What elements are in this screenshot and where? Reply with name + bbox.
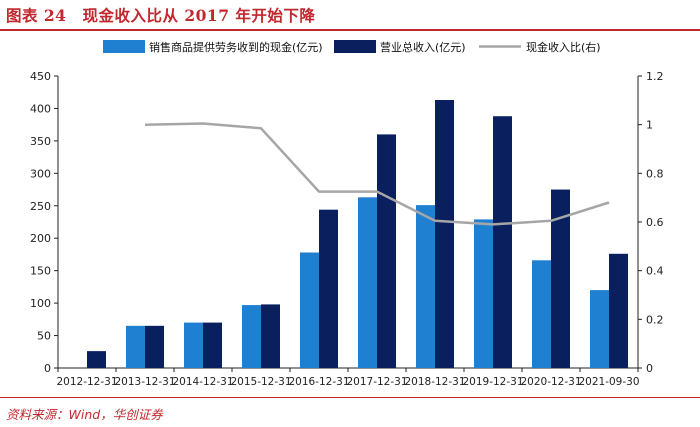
bar-revenue: [261, 304, 280, 368]
y-left-tick-label: 350: [30, 135, 51, 148]
y-right-tick-label: 0.6: [646, 216, 664, 229]
bar-cash: [590, 290, 609, 368]
y-left-tick-label: 250: [30, 200, 51, 213]
bar-revenue: [493, 116, 512, 368]
chart-title: 图表 24 现金收入比从 2017 年开始下降: [6, 6, 316, 25]
bar-cash: [126, 325, 145, 368]
x-tick-label: 2013-12-31: [114, 376, 175, 388]
y-left-tick-label: 50: [37, 330, 51, 343]
bar-revenue: [435, 100, 454, 369]
x-tick-label: 2018-12-31: [404, 376, 465, 388]
bar-revenue: [319, 209, 338, 368]
y-right-tick-label: 0.8: [646, 167, 664, 180]
x-tick-label: 2012-12-31: [56, 376, 117, 388]
x-tick-label: 2016-12-31: [288, 376, 349, 388]
legend-swatch-cash: [103, 40, 145, 53]
ratio-line-layer: [144, 122, 610, 226]
y-left-tick-label: 100: [30, 297, 51, 310]
source-note: 资料来源：Wind，华创证券: [6, 407, 163, 422]
y-left-tick-label: 300: [30, 167, 51, 180]
bar-revenue: [551, 189, 570, 368]
y-right-tick-label: 0: [646, 362, 653, 375]
legend-label-cash: 销售商品提供劳务收到的现金(亿元): [149, 40, 323, 54]
y-left-tick-label: 0: [44, 362, 51, 375]
x-tick-label: 2017-12-31: [346, 376, 407, 388]
legend: 销售商品提供劳务收到的现金(亿元) 营业总收入(亿元) 现金收入比(右): [103, 40, 601, 54]
legend-label-ratio: 现金收入比(右): [526, 40, 601, 54]
x-tick-label: 2021-09-30: [578, 376, 639, 388]
title-divider: [0, 29, 700, 31]
source-divider: [0, 397, 700, 398]
y-right-tick-label: 1.2: [646, 70, 664, 83]
y-left-tick-label: 200: [30, 232, 51, 245]
y-left-tick-label: 150: [30, 265, 51, 278]
bar-revenue: [203, 322, 222, 368]
bar-cash: [358, 197, 377, 368]
y-right-tick-label: 0.2: [646, 313, 664, 326]
title-bar: 图表 24 现金收入比从 2017 年开始下降: [0, 0, 700, 31]
bar-cash: [184, 322, 203, 368]
bar-revenue: [609, 253, 628, 368]
x-tick-label: 2015-12-31: [230, 376, 291, 388]
y-right-tick-label: 0.4: [646, 265, 664, 278]
y-right-tick-label: 1: [646, 119, 653, 132]
legend-label-revenue: 营业总收入(亿元): [380, 40, 466, 54]
legend-swatch-revenue: [334, 40, 376, 53]
bar-revenue: [87, 351, 106, 368]
bar-cash: [416, 205, 435, 368]
bar-cash: [532, 260, 551, 368]
x-tick-label: 2020-12-31: [520, 376, 581, 388]
bars: [87, 100, 628, 369]
y-left-tick-label: 450: [30, 70, 51, 83]
y-left-tick-label: 400: [30, 102, 51, 115]
bar-revenue: [145, 325, 164, 368]
bar-cash: [300, 252, 319, 368]
x-tick-label: 2014-12-31: [172, 376, 233, 388]
x-tick-label: 2019-12-31: [462, 376, 523, 388]
bar-cash: [474, 219, 493, 368]
bar-revenue: [377, 134, 396, 368]
bar-cash: [242, 305, 261, 368]
